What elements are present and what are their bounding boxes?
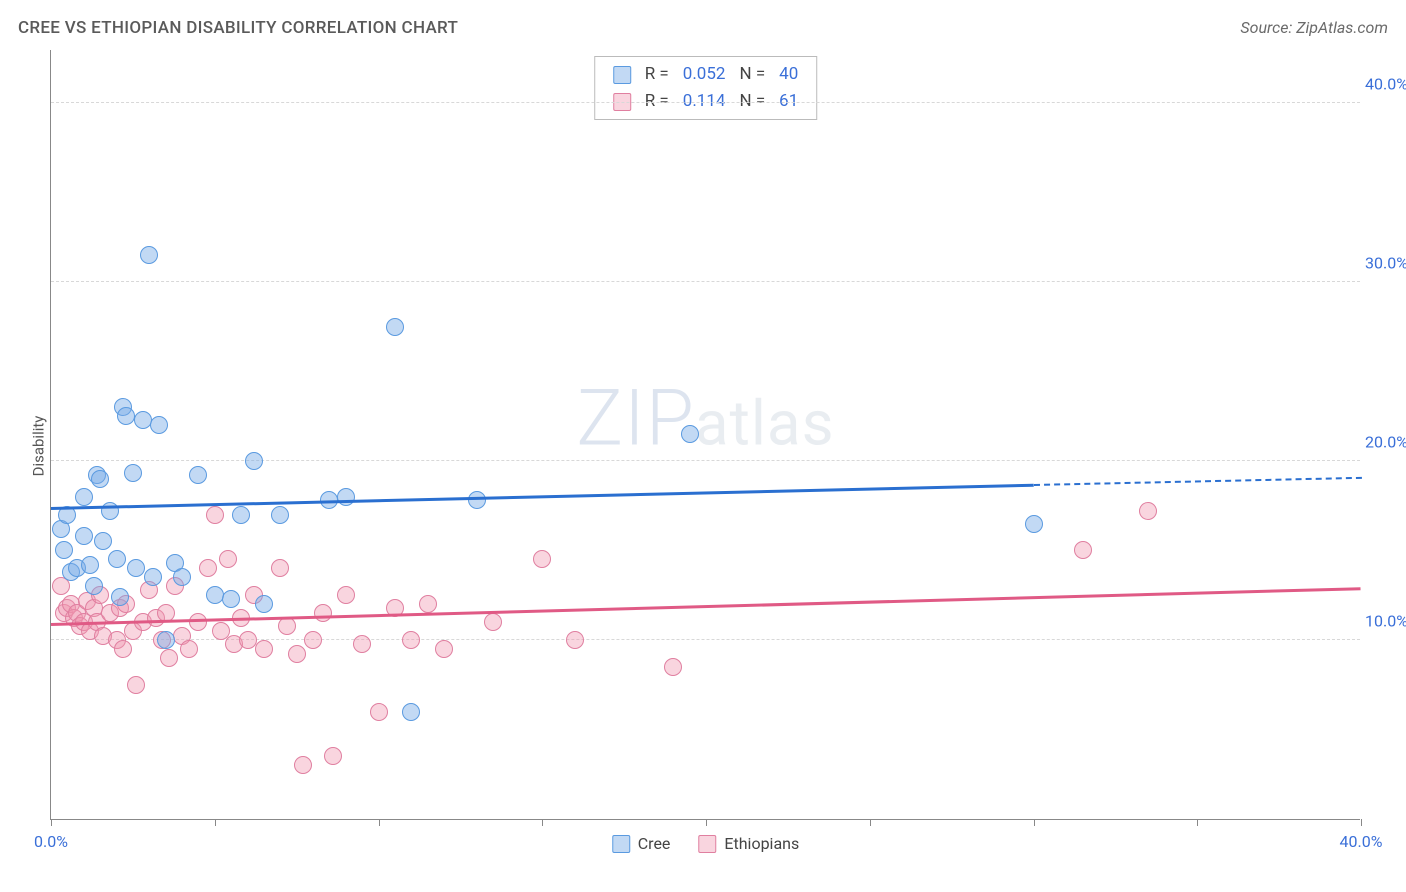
gridline-h [51,102,1360,103]
data-point [91,470,109,488]
data-point [189,613,207,631]
eth-label: Ethiopians [724,834,799,853]
x-tick [1361,819,1362,826]
cree-n-value: 40 [779,61,798,88]
x-tick [1034,819,1035,826]
y-tick-label: 30.0% [1365,253,1406,272]
data-point [160,649,178,667]
y-tick-label: 40.0% [1365,74,1406,93]
data-point [140,246,158,264]
trend-line [51,483,1034,509]
gridline-h [51,281,1360,282]
data-point [314,604,332,622]
data-point [239,631,257,649]
x-tick [870,819,871,826]
x-tick-label: 40.0% [1340,832,1383,851]
eth-swatch-icon [698,835,716,853]
data-point [94,532,112,550]
y-tick-label: 10.0% [1365,611,1406,630]
y-tick-label: 20.0% [1365,432,1406,451]
cree-r-value: 0.052 [683,61,726,88]
legend-item-cree: Cree [612,834,671,853]
data-point [337,488,355,506]
data-point [435,640,453,658]
data-point [222,590,240,608]
legend-item-eth: Ethiopians [698,834,799,853]
x-tick [1197,819,1198,826]
cree-label: Cree [638,834,671,853]
data-point [81,556,99,574]
data-point [245,452,263,470]
data-point [127,559,145,577]
data-point [189,466,207,484]
data-point [353,635,371,653]
x-tick-label: 0.0% [34,832,68,851]
data-point [484,613,502,631]
data-point [533,550,551,568]
data-point [232,506,250,524]
chart-title: CREE VS ETHIOPIAN DISABILITY CORRELATION… [18,18,458,38]
data-point [219,550,237,568]
cree-swatch [613,66,631,84]
data-point [271,559,289,577]
data-point [111,588,129,606]
data-point [1139,502,1157,520]
data-point [271,506,289,524]
data-point [199,559,217,577]
data-point [278,617,296,635]
x-tick [51,819,52,826]
y-axis-label: Disability [29,416,47,477]
data-point [337,586,355,604]
r-label: R = [645,61,669,88]
x-tick [379,819,380,826]
data-point [157,631,175,649]
data-point [294,756,312,774]
data-point [324,747,342,765]
data-point [664,658,682,676]
data-point [127,676,145,694]
x-tick [706,819,707,826]
x-tick [542,819,543,826]
data-point [386,318,404,336]
data-point [75,527,93,545]
data-point [402,703,420,721]
data-point [681,425,699,443]
data-point [150,416,168,434]
trend-line [1033,477,1361,486]
data-point [173,568,191,586]
stats-legend-box: R = 0.052 N = 40 R = 0.114 N = 61 [594,56,818,120]
stats-row-cree: R = 0.052 N = 40 [613,61,799,88]
series-legend: Cree Ethiopians [612,834,799,853]
data-point [75,488,93,506]
x-tick [215,819,216,826]
data-point [117,407,135,425]
data-point [1074,541,1092,559]
data-point [108,550,126,568]
scatter-plot-area: ZIPatlas R = 0.052 N = 40 R = 0.114 N = … [50,50,1360,820]
data-point [144,568,162,586]
data-point [304,631,322,649]
data-point [402,631,420,649]
data-point [206,586,224,604]
data-point [370,703,388,721]
data-point [134,411,152,429]
data-point [419,595,437,613]
data-point [288,645,306,663]
data-point [255,640,273,658]
data-point [180,640,198,658]
data-point [55,541,73,559]
source-label: Source: ZipAtlas.com [1240,18,1388,37]
data-point [1025,515,1043,533]
data-point [206,506,224,524]
watermark: ZIPatlas [576,374,834,465]
n-label: N = [739,61,765,88]
data-point [85,577,103,595]
data-point [468,491,486,509]
data-point [255,595,273,613]
cree-swatch-icon [612,835,630,853]
data-point [124,464,142,482]
data-point [114,640,132,658]
data-point [566,631,584,649]
